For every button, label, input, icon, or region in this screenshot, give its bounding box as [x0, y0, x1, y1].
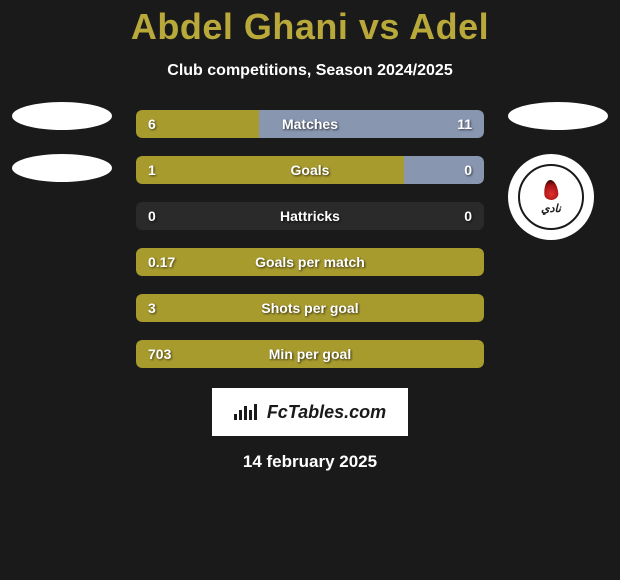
oval-icon — [508, 102, 608, 130]
stat-row: 703Min per goal — [136, 340, 484, 368]
brand-text: FcTables.com — [267, 402, 386, 423]
comparison-title: Abdel Ghani vs Adel — [0, 0, 620, 48]
flame-icon — [543, 179, 559, 200]
stat-label: Goals per match — [136, 248, 484, 276]
stat-label: Goals — [136, 156, 484, 184]
signal-icon — [234, 404, 257, 420]
stat-label: Hattricks — [136, 202, 484, 230]
stat-row: 10Goals — [136, 156, 484, 184]
stat-label: Shots per goal — [136, 294, 484, 322]
stat-bars: 611Matches 10Goals 00Hattricks 0.17Goals pe… — [136, 110, 484, 386]
comparison-subtitle: Club competitions, Season 2024/2025 — [0, 62, 620, 80]
stat-label: Matches — [136, 110, 484, 138]
fctables-logo: FcTables.com — [212, 388, 408, 436]
club-logo: نادي — [508, 154, 594, 240]
snapshot-date: 14 february 2025 — [0, 452, 620, 472]
stat-row: 0.17Goals per match — [136, 248, 484, 276]
player-right-badges: نادي — [508, 102, 608, 240]
player-left-badges — [12, 102, 112, 206]
stat-row: 00Hattricks — [136, 202, 484, 230]
oval-icon — [12, 102, 112, 130]
oval-icon — [12, 154, 112, 182]
stat-label: Min per goal — [136, 340, 484, 368]
club-arabic-text: نادي — [541, 202, 561, 215]
stat-row: 3Shots per goal — [136, 294, 484, 322]
comparison-chart: نادي 611Matches 10Goals 00Hattricks 0.17Goa… — [0, 110, 620, 370]
stat-row: 611Matches — [136, 110, 484, 138]
